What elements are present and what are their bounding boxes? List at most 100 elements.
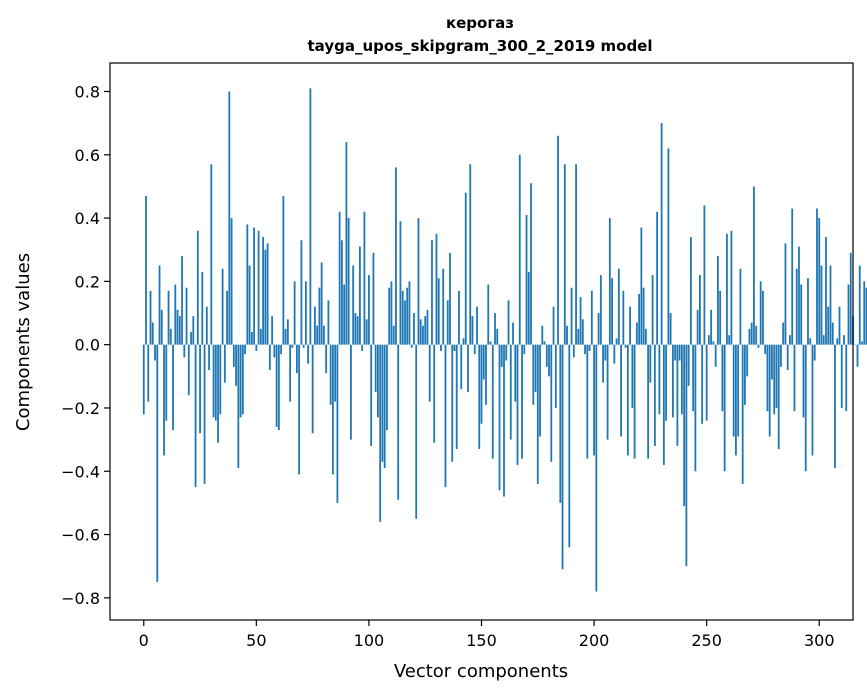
bar [478, 344, 481, 450]
bar [289, 344, 292, 402]
bar [458, 290, 460, 345]
bar [509, 344, 512, 440]
bar [845, 344, 848, 412]
bar [338, 211, 341, 345]
bar [451, 344, 454, 462]
bar [487, 284, 490, 345]
bar [422, 325, 424, 345]
bar [534, 344, 537, 393]
bar [482, 344, 485, 380]
bar [266, 243, 269, 345]
bar [615, 338, 618, 345]
bar [766, 344, 769, 412]
bar [726, 233, 728, 345]
x-tick-label: 300 [804, 631, 835, 650]
bar [669, 313, 672, 345]
bar [293, 281, 296, 345]
bar [322, 325, 325, 345]
bar [798, 246, 800, 345]
bar [212, 344, 215, 418]
bar [829, 265, 832, 345]
bar [818, 218, 821, 345]
bar [280, 344, 283, 355]
bar [185, 287, 188, 345]
bar [789, 335, 791, 345]
bar [680, 344, 683, 415]
bar [201, 271, 204, 345]
bar [172, 344, 174, 431]
bar [253, 227, 255, 345]
bar [327, 300, 330, 345]
bar [361, 344, 364, 351]
bar [820, 265, 823, 345]
bar [226, 290, 228, 345]
bar [827, 306, 830, 345]
bar [633, 344, 636, 459]
bar [604, 344, 607, 361]
bar [350, 344, 352, 440]
bar [586, 344, 589, 459]
bar [363, 211, 366, 345]
bar [755, 325, 758, 345]
bar [694, 344, 697, 472]
bar [617, 268, 620, 345]
bar [545, 344, 548, 367]
bar [775, 344, 778, 408]
y-tick-label: 0.0 [75, 336, 100, 355]
bar [275, 344, 278, 427]
bar [762, 290, 764, 345]
bar [705, 344, 708, 421]
bar [221, 268, 224, 345]
bar [822, 335, 825, 345]
bar [399, 221, 402, 345]
bar [332, 344, 334, 475]
bar [813, 344, 816, 361]
bar [768, 344, 771, 437]
bar [158, 265, 161, 345]
bar [406, 287, 409, 345]
bar [239, 344, 242, 418]
bar [286, 319, 289, 345]
bar [685, 344, 688, 567]
bar [554, 344, 557, 408]
bar [440, 344, 442, 351]
bar [257, 230, 260, 345]
chart-title: керогаз [446, 14, 514, 32]
bar [548, 344, 550, 377]
bar [825, 237, 827, 345]
bar [561, 344, 564, 570]
bar [642, 287, 645, 345]
bar [295, 344, 298, 374]
bar [732, 344, 735, 437]
bar [228, 91, 231, 345]
bar [345, 142, 348, 345]
bar [183, 344, 186, 358]
bar [217, 344, 219, 443]
bar [689, 237, 692, 345]
y-tick-label: 0.8 [75, 82, 100, 101]
bar [214, 344, 217, 421]
bar [431, 240, 433, 345]
bar [156, 344, 159, 583]
bar [178, 316, 181, 345]
bar [748, 328, 751, 345]
bar [417, 218, 420, 345]
bar [259, 328, 262, 345]
bar [710, 309, 713, 345]
bar [199, 344, 201, 434]
bar [847, 284, 850, 345]
bar [507, 300, 510, 345]
bar [552, 306, 555, 345]
bar [530, 183, 532, 345]
bar [235, 344, 237, 386]
bar [744, 344, 746, 405]
bar [163, 344, 165, 456]
bar [460, 344, 463, 389]
bar [640, 227, 643, 345]
bar [608, 218, 611, 345]
bar [541, 325, 544, 345]
bar [300, 240, 303, 345]
bar [219, 344, 222, 415]
bar [480, 344, 483, 424]
